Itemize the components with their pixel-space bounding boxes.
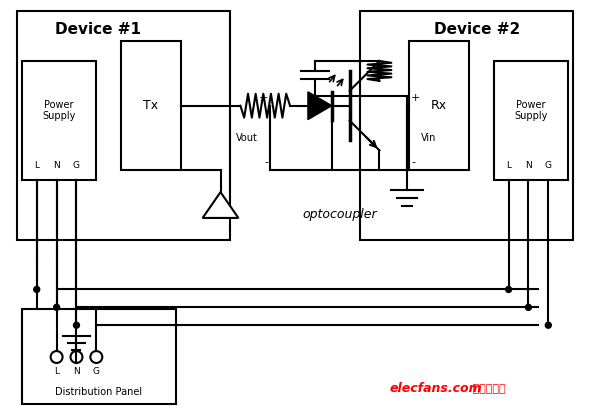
Text: L: L bbox=[506, 161, 511, 170]
Circle shape bbox=[545, 322, 551, 328]
Text: Vin: Vin bbox=[421, 133, 436, 143]
Bar bbox=[494, 61, 568, 180]
Text: L: L bbox=[54, 367, 59, 377]
Text: Rx: Rx bbox=[431, 99, 447, 112]
Text: L: L bbox=[34, 161, 39, 170]
Bar bbox=[121, 41, 181, 170]
Circle shape bbox=[54, 304, 60, 310]
Text: Power
Supply: Power Supply bbox=[514, 100, 548, 122]
Polygon shape bbox=[202, 192, 239, 218]
Bar bbox=[22, 61, 96, 180]
Text: N: N bbox=[73, 367, 80, 377]
Text: G: G bbox=[93, 367, 100, 377]
Text: Device #1: Device #1 bbox=[55, 22, 141, 37]
Bar bbox=[22, 309, 176, 404]
Text: -: - bbox=[264, 157, 268, 167]
Text: Vout: Vout bbox=[236, 133, 258, 143]
Text: N: N bbox=[525, 161, 532, 170]
Circle shape bbox=[73, 322, 79, 328]
Circle shape bbox=[34, 286, 40, 293]
Text: elecfans.com: elecfans.com bbox=[390, 382, 482, 395]
Bar bbox=[409, 41, 469, 170]
Circle shape bbox=[506, 286, 511, 293]
Text: Tx: Tx bbox=[143, 99, 159, 112]
Polygon shape bbox=[308, 92, 332, 120]
Text: Device #2: Device #2 bbox=[434, 22, 520, 37]
Text: G: G bbox=[73, 161, 80, 170]
Text: +: + bbox=[259, 93, 268, 103]
Text: N: N bbox=[53, 161, 60, 170]
Text: Distribution Panel: Distribution Panel bbox=[55, 387, 143, 397]
Text: -: - bbox=[411, 157, 415, 167]
Text: 电子发烧友: 电子发烧友 bbox=[469, 384, 506, 394]
Circle shape bbox=[526, 304, 532, 310]
Bar bbox=[17, 11, 230, 240]
Text: +: + bbox=[411, 93, 420, 103]
Text: Power
Supply: Power Supply bbox=[43, 100, 76, 122]
Text: optocoupler: optocoupler bbox=[303, 209, 377, 222]
Bar bbox=[359, 11, 573, 240]
Text: G: G bbox=[545, 161, 552, 170]
